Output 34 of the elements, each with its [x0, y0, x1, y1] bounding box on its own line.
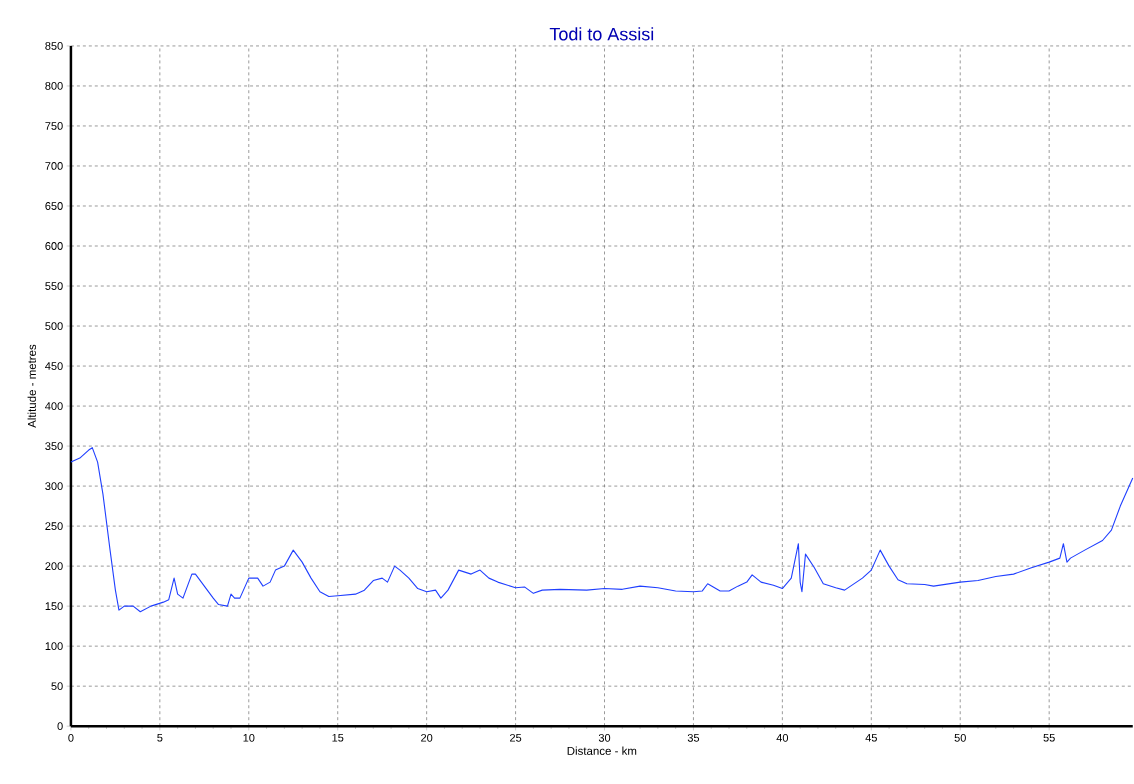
x-tick-label: 30 [598, 733, 611, 742]
y-tick-label: 750 [45, 122, 63, 130]
x-tick-label: 55 [1043, 733, 1055, 742]
x-tick-label: 40 [776, 733, 789, 742]
y-tick-label: 350 [45, 442, 63, 450]
y-tick-label: 0 [57, 722, 63, 731]
x-tick-label: 20 [421, 733, 433, 742]
x-axis-title: Distance - km [567, 746, 637, 755]
y-tick-label: 450 [45, 362, 63, 370]
x-tick-label: 15 [332, 733, 344, 742]
x-tick-label: 35 [687, 733, 700, 742]
y-tick-label: 300 [45, 482, 63, 490]
y-tick-label: 500 [45, 322, 63, 330]
y-tick-label: 600 [45, 242, 63, 250]
x-tick-label: 10 [243, 733, 255, 742]
y-tick-label: 100 [45, 642, 63, 650]
x-tick-label: 0 [68, 733, 74, 742]
y-tick-label: 400 [45, 402, 63, 410]
y-tick-label: 50 [51, 682, 63, 690]
y-tick-label: 850 [45, 42, 63, 50]
x-tick-label: 5 [157, 733, 163, 742]
x-tick-label: 45 [865, 733, 877, 742]
y-tick-label: 550 [45, 282, 63, 290]
y-tick-label: 150 [45, 602, 63, 610]
y-tick-label: 800 [45, 82, 63, 90]
y-axis-title: Altitude - metres [27, 344, 36, 428]
x-tick-label: 25 [510, 733, 522, 742]
y-tick-label: 700 [45, 162, 63, 170]
y-tick-label: 650 [45, 202, 63, 210]
line-series [70, 447, 1134, 613]
y-tick-label: 200 [45, 562, 63, 570]
chart-title: Todi to Assisi [549, 27, 654, 41]
y-tick-label: 250 [45, 522, 63, 530]
x-tick-label: 50 [954, 733, 966, 742]
